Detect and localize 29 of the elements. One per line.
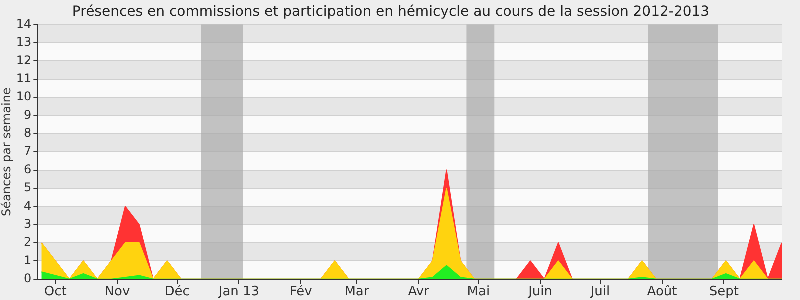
chart-title: Présences en commissions et participation en hémicycle au cours de la session 2012-2013 [72, 4, 710, 20]
x-tick-label: Mai [467, 284, 490, 300]
y-tick-label: 4 [24, 198, 32, 213]
x-tick-label: Juil [590, 284, 610, 300]
y-tick-label: 2 [24, 235, 32, 250]
y-tick-label: 8 [24, 126, 32, 140]
y-tick-label: 14 [16, 16, 32, 31]
x-tick-label: Juin [528, 284, 553, 300]
y-tick-label: 12 [16, 53, 32, 68]
x-tick-label: Oct [44, 284, 67, 300]
y-tick-label: 3 [24, 216, 32, 231]
x-tick-label: Nov [104, 284, 130, 300]
x-tick-label: Août [647, 284, 678, 300]
y-tick-label: 1 [24, 253, 32, 268]
y-tick-label: 0 [24, 272, 32, 286]
y-tick-label: 10 [16, 90, 32, 104]
y-tick-label: 11 [16, 71, 32, 86]
y-tick-label: 7 [24, 144, 32, 158]
x-tick-label: Fév [290, 284, 313, 300]
y-tick-label: 6 [24, 162, 32, 176]
y-tick-label: 9 [24, 108, 32, 122]
x-tick-label: Jan 13 [218, 284, 260, 300]
y-tick-label: 5 [24, 180, 32, 195]
y-tick-label: 13 [16, 35, 32, 50]
x-tick-label: Avr [408, 284, 430, 300]
x-tick-label: Déc [164, 284, 190, 300]
x-tick-label: Mar [344, 284, 370, 300]
x-tick-label: Sept [709, 284, 739, 300]
y-axis-title: Séances par semaine [0, 88, 14, 216]
